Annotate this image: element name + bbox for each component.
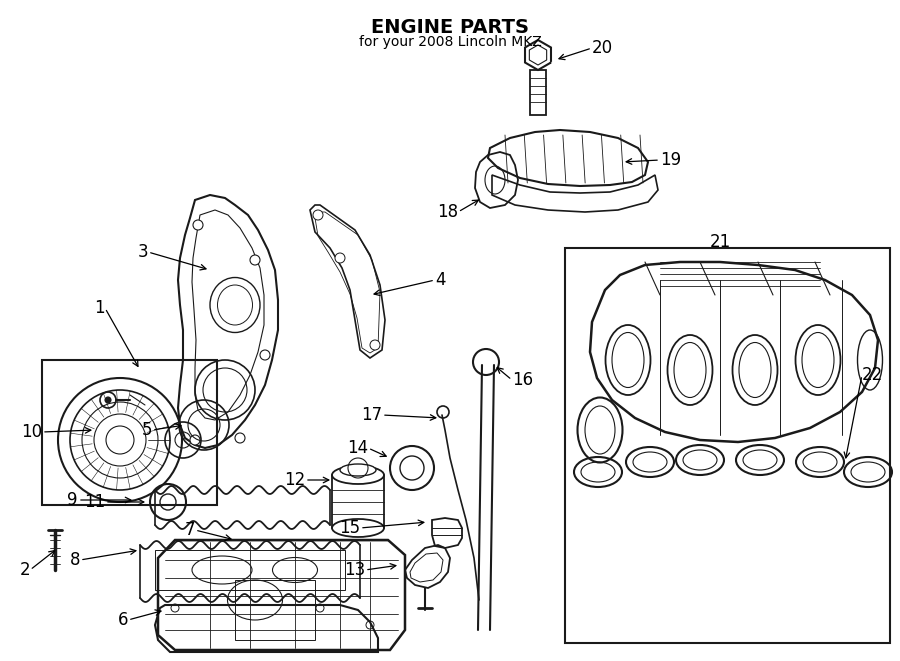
- Circle shape: [313, 210, 323, 220]
- Text: 12: 12: [284, 471, 305, 489]
- Text: 14: 14: [346, 439, 368, 457]
- Text: 6: 6: [118, 611, 128, 629]
- Bar: [155, 550, 345, 590]
- Bar: [235, 580, 315, 640]
- Bar: [565, 248, 890, 643]
- Text: 13: 13: [344, 561, 365, 579]
- Circle shape: [235, 433, 245, 443]
- Text: 19: 19: [660, 151, 681, 169]
- Text: 20: 20: [592, 39, 613, 57]
- Text: 22: 22: [862, 366, 883, 384]
- Circle shape: [370, 340, 380, 350]
- Text: for your 2008 Lincoln MKZ: for your 2008 Lincoln MKZ: [358, 35, 542, 49]
- Circle shape: [105, 397, 111, 403]
- Text: 8: 8: [69, 551, 80, 569]
- Text: 15: 15: [339, 519, 360, 537]
- Circle shape: [335, 253, 345, 263]
- Text: 4: 4: [435, 271, 446, 289]
- Circle shape: [260, 350, 270, 360]
- Circle shape: [190, 435, 200, 445]
- Circle shape: [193, 220, 203, 230]
- Text: 21: 21: [709, 233, 731, 251]
- Bar: [530, 70, 546, 115]
- Text: 1: 1: [94, 299, 105, 317]
- Text: 10: 10: [21, 423, 42, 441]
- Text: 9: 9: [68, 491, 78, 509]
- Text: 18: 18: [436, 203, 458, 221]
- Text: 5: 5: [141, 421, 152, 439]
- Text: ENGINE PARTS: ENGINE PARTS: [371, 18, 529, 37]
- Text: 7: 7: [184, 521, 195, 539]
- Ellipse shape: [340, 464, 376, 476]
- Text: 17: 17: [361, 406, 382, 424]
- Bar: [42, 360, 217, 505]
- Text: 2: 2: [20, 561, 30, 579]
- Text: 16: 16: [512, 371, 533, 389]
- Text: 3: 3: [138, 243, 148, 261]
- Text: 11: 11: [84, 493, 105, 511]
- Circle shape: [250, 255, 260, 265]
